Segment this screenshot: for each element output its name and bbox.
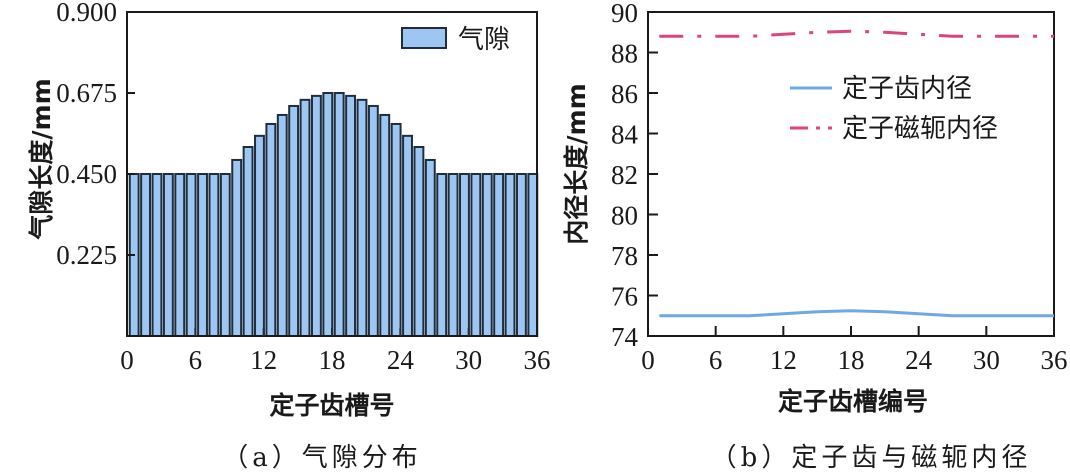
- bar: [527, 173, 539, 337]
- x-tick-label: 30: [973, 345, 1000, 375]
- bar-chart-airgap: 0.225 0.450 0.675 0.900 0 6 12 18 24 30 36 定子齿槽号 气隙长…: [27, 0, 551, 473]
- bar: [470, 173, 482, 337]
- legend-label: 气隙: [458, 25, 510, 55]
- bar: [162, 173, 174, 337]
- bar: [185, 173, 197, 337]
- y-tick-label: 0.900: [56, 0, 117, 27]
- bar: [219, 173, 231, 337]
- bar: [447, 173, 459, 337]
- bar: [310, 94, 322, 337]
- y-tick-label: 80: [611, 201, 638, 231]
- x-axis-label: 定子齿槽编号: [778, 387, 928, 416]
- bar: [208, 173, 220, 337]
- bar: [140, 173, 152, 337]
- bar: [481, 173, 493, 337]
- x-tick-label: 18: [319, 345, 346, 375]
- x-tick-label: 6: [709, 345, 723, 375]
- bar: [345, 94, 357, 337]
- x-tick-label: 18: [838, 345, 865, 375]
- line-chart-inner-diameter: 74 76 78 80 82 84 86 88 90 0 6 12 18 24 30 36 定子齿槽编号 内径长度…: [562, 0, 1068, 473]
- bar: [151, 173, 163, 337]
- series-line-0: [659, 309, 1054, 318]
- bar: [504, 173, 516, 337]
- y-axis-label: 气隙长度/mm: [27, 78, 56, 240]
- bar: [288, 104, 300, 337]
- bar: [413, 146, 425, 337]
- bar: [390, 122, 402, 337]
- x-tick-label: 24: [387, 345, 415, 375]
- bar: [379, 113, 391, 337]
- legend-label: 定子齿内径: [842, 74, 972, 104]
- y-tick-label: 84: [611, 120, 639, 150]
- x-tick-label: 0: [641, 345, 655, 375]
- bar: [402, 134, 413, 337]
- bar: [333, 92, 345, 337]
- x-tick-label: 12: [250, 345, 277, 375]
- x-tick-label: 0: [120, 345, 134, 375]
- legend-label: 定子磁轭内径: [842, 114, 998, 144]
- bar: [254, 134, 265, 337]
- x-tick-label: 36: [1041, 345, 1068, 375]
- x-tick-label: 30: [455, 345, 482, 375]
- bar: [242, 146, 254, 337]
- y-axis-label: 内径长度/mm: [562, 83, 591, 244]
- bar: [174, 173, 186, 337]
- bar: [459, 173, 470, 337]
- bar: [231, 158, 243, 337]
- bar: [493, 173, 505, 337]
- x-tick-label: 24: [905, 345, 933, 375]
- bar: [299, 98, 311, 337]
- x-tick-label: 36: [524, 345, 551, 375]
- y-tick-label: 82: [611, 160, 638, 190]
- x-tick-label: 12: [770, 345, 797, 375]
- y-tick-label: 76: [611, 282, 638, 312]
- bar: [424, 158, 436, 337]
- x-axis-label: 定子齿槽号: [269, 391, 394, 420]
- bar: [276, 113, 288, 337]
- bar: [515, 173, 527, 337]
- bar: [322, 92, 334, 337]
- y-tick-label: 74: [611, 322, 639, 352]
- y-tick-label: 90: [611, 0, 638, 28]
- bar: [265, 122, 277, 337]
- y-tick-label: 0.450: [56, 159, 117, 189]
- bar: [197, 173, 208, 337]
- y-tick-label: 0.675: [56, 78, 117, 108]
- legend-swatch: [401, 27, 447, 49]
- x-tick-label: 6: [189, 345, 203, 375]
- y-tick-label: 78: [611, 241, 638, 271]
- y-tick-label: 86: [611, 79, 638, 109]
- bar: [356, 98, 368, 337]
- caption-b: （b）定子齿与磁轭内径: [711, 443, 1032, 473]
- y-tick-label: 88: [611, 39, 638, 69]
- plot-frame: [647, 11, 1055, 337]
- y-tick-label: 0.225: [56, 240, 117, 270]
- series-line-1: [659, 29, 1054, 38]
- bar: [367, 104, 379, 337]
- caption-a: （a）气隙分布: [222, 443, 422, 473]
- bar: [436, 173, 448, 337]
